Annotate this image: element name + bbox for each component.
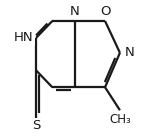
Text: CH₃: CH₃ [109,113,131,126]
Text: HN: HN [14,31,34,44]
Text: S: S [32,119,40,132]
Text: O: O [100,5,110,18]
Text: N: N [70,5,80,18]
Text: N: N [124,46,134,59]
